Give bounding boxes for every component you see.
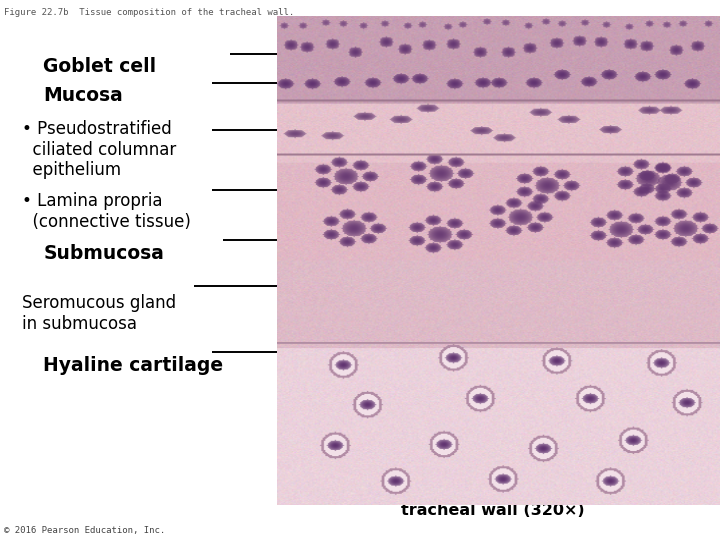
Text: Submucosa: Submucosa bbox=[43, 244, 164, 263]
Text: © 2016 Pearson Education, Inc.: © 2016 Pearson Education, Inc. bbox=[4, 525, 165, 535]
Text: (b) Photomicrograph of the: (b) Photomicrograph of the bbox=[369, 484, 617, 500]
Text: Mucosa: Mucosa bbox=[43, 86, 123, 105]
Text: Figure 22.7b  Tissue composition of the tracheal wall.: Figure 22.7b Tissue composition of the t… bbox=[4, 8, 294, 17]
Text: Hyaline cartilage: Hyaline cartilage bbox=[43, 356, 223, 375]
Text: Seromucous gland
in submucosa: Seromucous gland in submucosa bbox=[22, 294, 176, 333]
Text: • Lamina propria
  (connective tissue): • Lamina propria (connective tissue) bbox=[22, 192, 191, 231]
Text: tracheal wall (320×): tracheal wall (320×) bbox=[401, 503, 585, 518]
Text: • Pseudostratified
  ciliated columnar
  epithelium: • Pseudostratified ciliated columnar epi… bbox=[22, 120, 176, 179]
Text: Goblet cell: Goblet cell bbox=[43, 57, 156, 76]
